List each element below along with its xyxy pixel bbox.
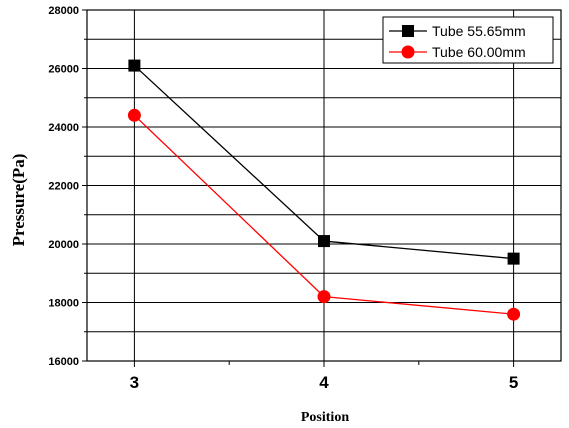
series-layer xyxy=(127,59,521,321)
x-tick-label: 3 xyxy=(130,373,139,392)
data-point-square xyxy=(128,59,141,72)
y-tick-label: 16000 xyxy=(48,356,79,368)
y-tick-label: 20000 xyxy=(48,239,79,251)
y-axis-title: Pressure(Pa) xyxy=(9,154,28,247)
data-point-square xyxy=(507,252,520,265)
legend-marker-tube-55 xyxy=(402,25,414,37)
legend-label-tube-60: Tube 60.00mm xyxy=(432,44,526,60)
y-tick-label: 18000 xyxy=(48,298,79,310)
data-point-circle xyxy=(127,108,141,122)
data-point-circle xyxy=(317,290,331,304)
legend-label-tube-55: Tube 55.65mm xyxy=(432,23,526,39)
data-point-square xyxy=(318,235,330,248)
x-tick-label: 4 xyxy=(319,373,329,392)
y-tick-label: 26000 xyxy=(48,64,79,76)
legend-marker-tube-60 xyxy=(401,45,415,59)
x-tick-label: 5 xyxy=(509,373,518,392)
y-tick-label: 28000 xyxy=(48,5,79,17)
legend: Tube 55.65mm Tube 60.00mm xyxy=(382,16,554,64)
x-axis-title: Position xyxy=(301,410,349,425)
y-tick-label: 22000 xyxy=(48,181,79,193)
data-point-circle xyxy=(507,307,521,321)
y-tick-label: 24000 xyxy=(48,122,79,134)
axes: 16000 18000 20000 22000 24000 26000 28000 3 4 5 xyxy=(48,5,562,392)
